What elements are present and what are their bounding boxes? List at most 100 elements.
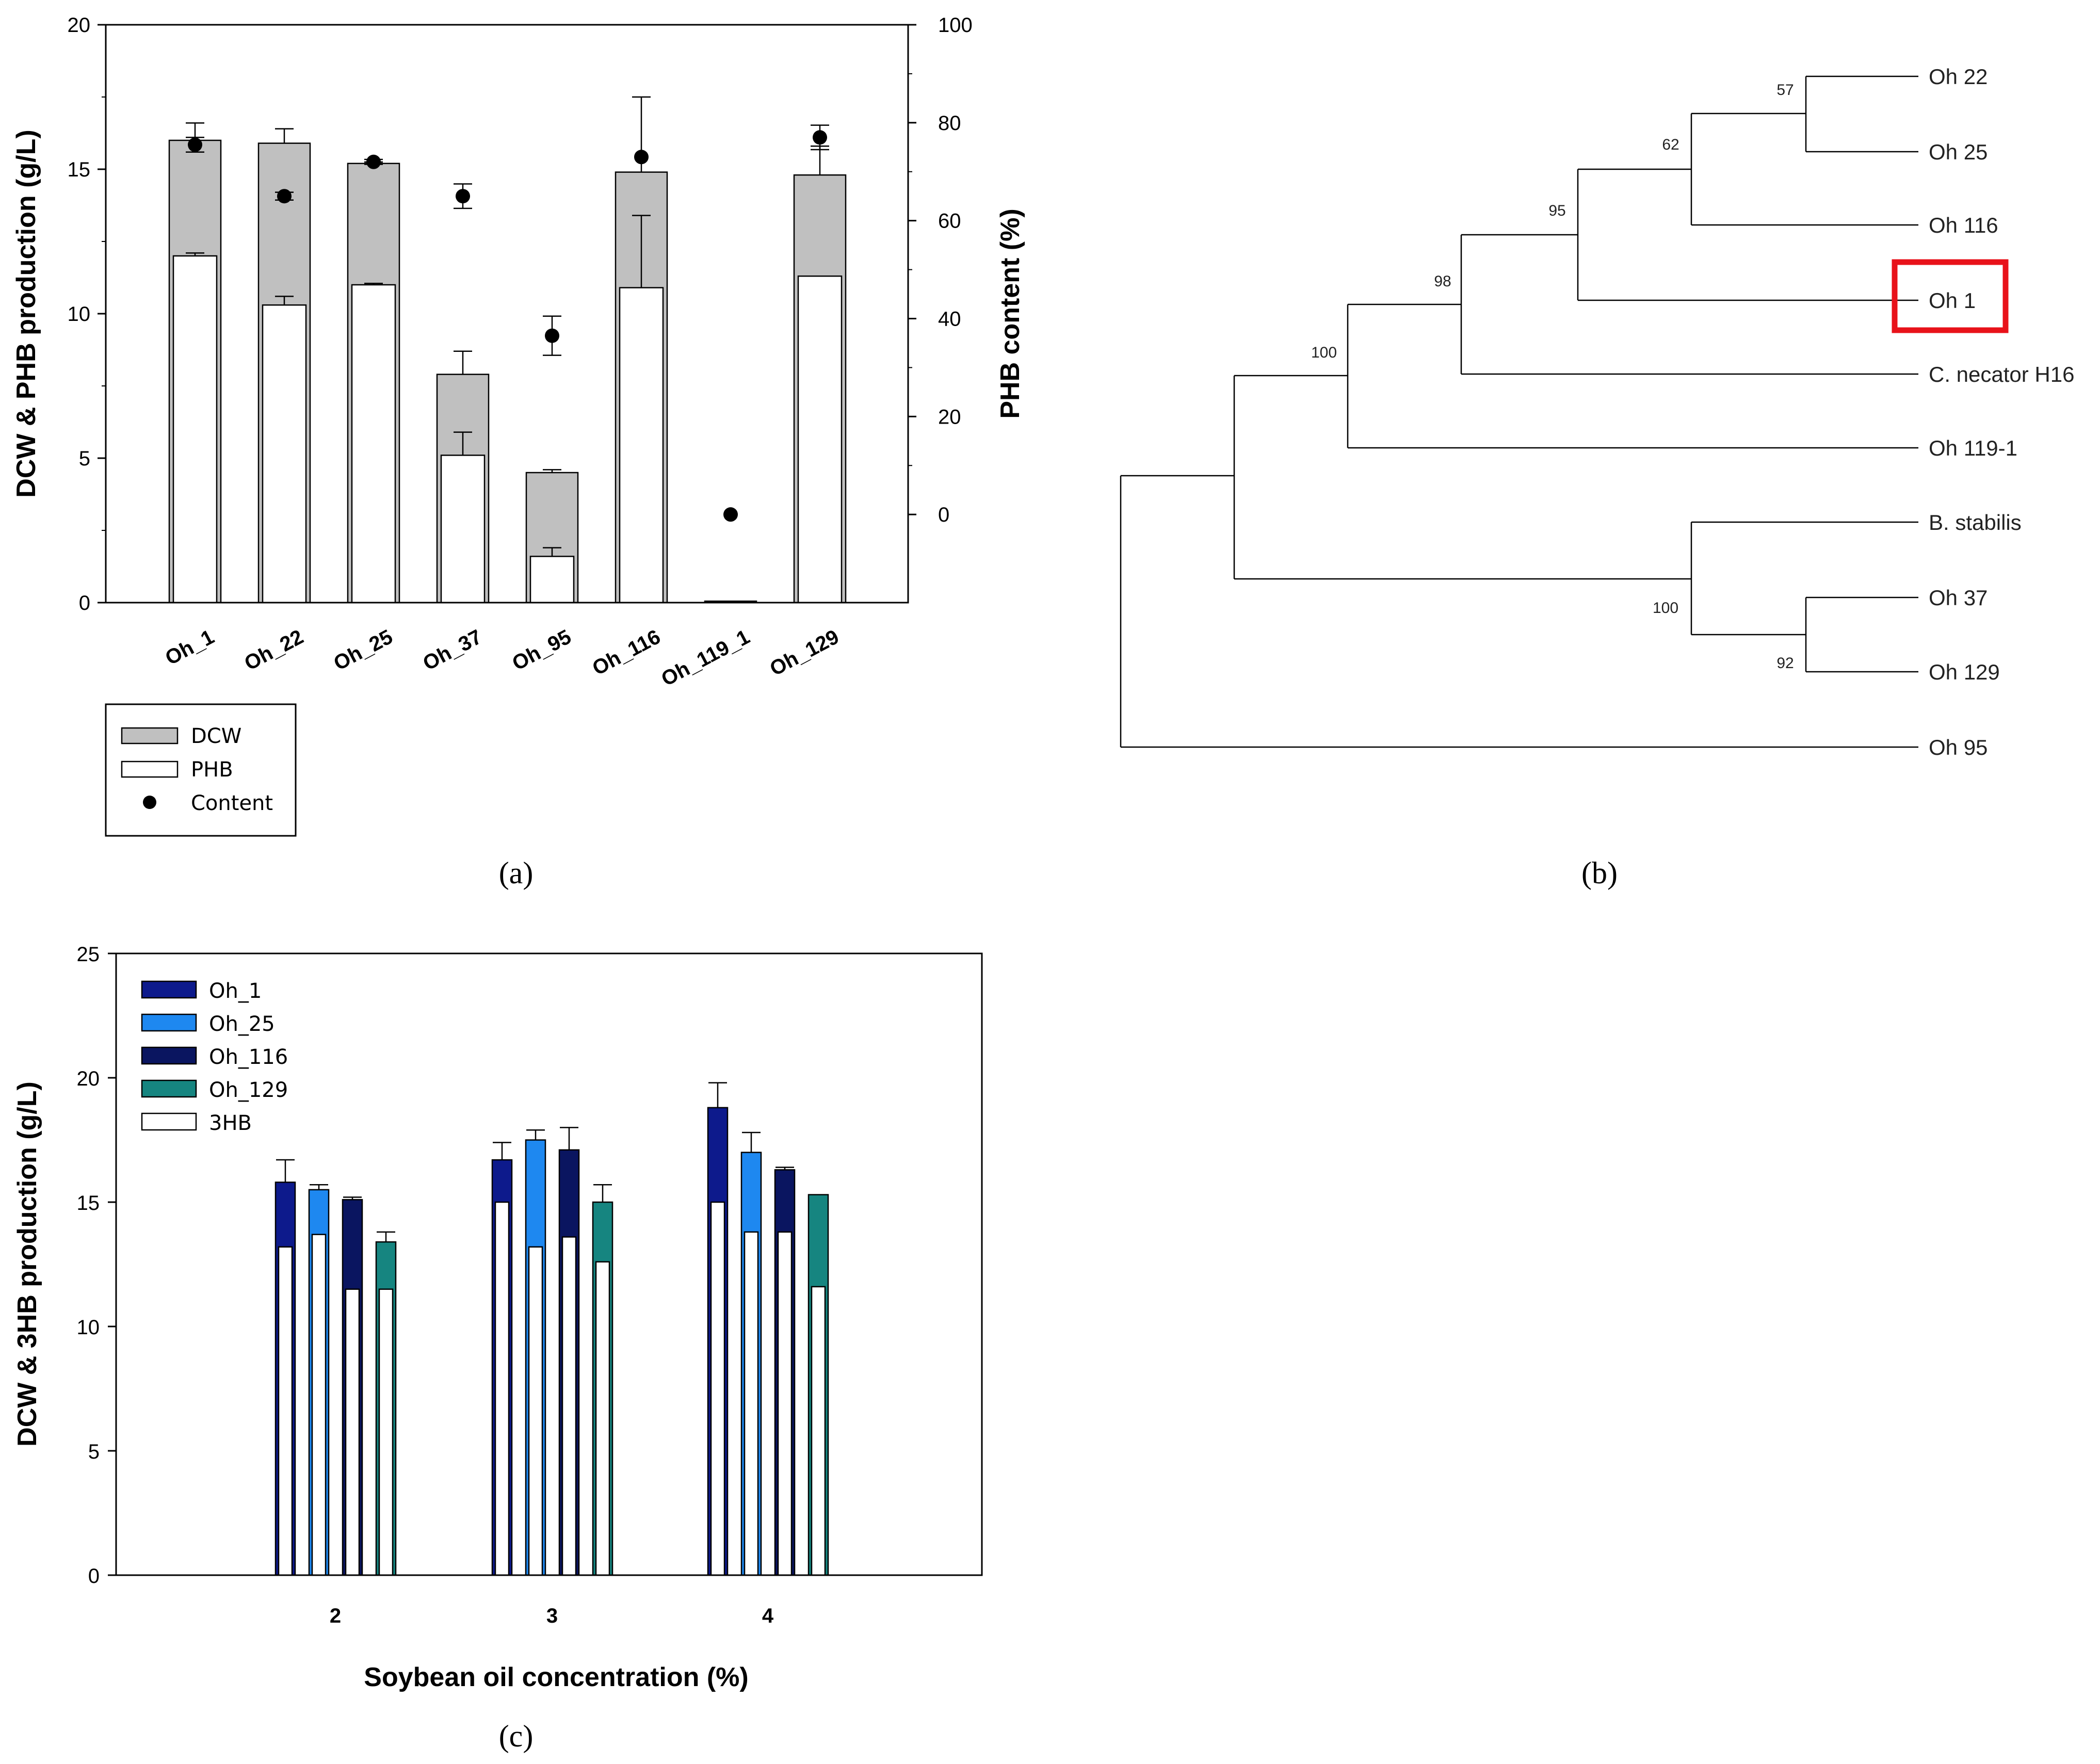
branch-bstabilis — [1690, 521, 1918, 636]
x-tick-label-Oh_129: Oh_129 — [766, 625, 843, 681]
left-tick-label-10: 10 — [68, 303, 91, 326]
c-left-tick-label-20: 20 — [77, 1067, 100, 1090]
x-tick-label-Oh_116: Oh_116 — [589, 625, 664, 680]
caption-a: (a) — [499, 856, 534, 890]
3hb-bar-Oh_25-4 — [744, 1231, 759, 1576]
phb-error-Oh_37 — [454, 431, 472, 456]
c-left-tick-label-10: 10 — [77, 1316, 100, 1339]
legend-swatch-oh25 — [141, 1013, 197, 1032]
dcw-error-Oh_129 — [811, 145, 829, 175]
left-tick-label-0: 0 — [79, 592, 90, 614]
x-tick-label-Oh_1: Oh_1 — [161, 625, 218, 670]
panel-c-y-axis-label: DCW & 3HB production (g/L) — [12, 1081, 42, 1447]
tree-leaf-oh-129: Oh 129 — [1929, 660, 2000, 684]
tree-leaf-oh-37: Oh 37 — [1929, 586, 1988, 610]
3hb-bar-Oh_1-2 — [278, 1246, 293, 1576]
error-Oh_1-4 — [708, 1082, 727, 1108]
branch-oh119 — [1347, 303, 1918, 449]
legend-label-content: Content — [191, 791, 273, 815]
content-point-Oh_129 — [813, 130, 827, 145]
error-Oh_1-2 — [276, 1159, 295, 1183]
panel-c-plot-frame — [115, 952, 983, 1576]
branch-oh22-oh25 — [1805, 75, 1918, 153]
right-tick-label-0: 0 — [938, 504, 949, 526]
tree-leaf-oh-116: Oh 116 — [1929, 213, 1998, 237]
phb-bar-Oh_129 — [797, 275, 843, 604]
left-tick-label-15: 15 — [68, 158, 91, 181]
bootstrap-100-b: 100 — [1653, 600, 1678, 617]
dcw-error-Oh_95 — [543, 469, 561, 473]
phb-bar-Oh_25 — [351, 284, 396, 604]
legend-swatch-dcw — [121, 727, 179, 745]
right-tick-label-20: 20 — [938, 406, 961, 428]
panel-a-right-y-axis-label: PHB content (%) — [995, 208, 1025, 418]
legend-label-oh25: Oh_25 — [209, 1012, 275, 1036]
legend-label-phb: PHB — [191, 758, 233, 782]
3hb-bar-Oh_25-2 — [311, 1234, 327, 1576]
phb-error-Oh_116 — [632, 215, 651, 288]
c-left-tick-label-15: 15 — [77, 1192, 100, 1215]
error-Oh_25-2 — [310, 1184, 328, 1190]
phb-bar-Oh_22 — [262, 304, 307, 604]
3hb-bar-Oh_1-3 — [494, 1201, 510, 1576]
c-left-tick-label-0: 0 — [88, 1565, 100, 1588]
legend-label-oh1: Oh_1 — [209, 979, 262, 1003]
legend-swatch-oh129 — [141, 1079, 197, 1098]
right-tick-label-40: 40 — [938, 308, 961, 330]
x-tick-label-Oh_95: Oh_95 — [509, 625, 575, 675]
3hb-bar-Oh_25-3 — [528, 1246, 543, 1576]
content-point-Oh_95 — [545, 328, 559, 343]
tree-leaf-b-stabilis: B. stabilis — [1929, 510, 2022, 535]
bootstrap-92: 92 — [1776, 655, 1794, 672]
phb-bar-Oh_95 — [529, 556, 575, 604]
tree-leaf-oh-25: Oh 25 — [1929, 140, 1988, 164]
x-tick-label-Oh_22: Oh_22 — [241, 625, 308, 675]
legend-label-dcw: DCW — [191, 724, 241, 748]
x-tick-label-3: 3 — [546, 1605, 558, 1627]
c-left-tick-label-5: 5 — [88, 1441, 100, 1463]
error-Oh_25-3 — [526, 1129, 545, 1140]
phb-bar-Oh_1 — [172, 255, 218, 604]
error-Oh_25-4 — [742, 1131, 761, 1153]
bootstrap-100-a: 100 — [1311, 344, 1337, 361]
x-tick-label-4: 4 — [762, 1605, 774, 1627]
c-left-tick-label-25: 25 — [77, 943, 100, 966]
legend-swatch-3hb — [141, 1112, 197, 1131]
tree-leaf-c-necator-h16: C. necator H16 — [1929, 362, 2074, 386]
x-tick-label-2: 2 — [330, 1605, 341, 1627]
branch-oh116 — [1690, 112, 1918, 226]
error-Oh_129-3 — [593, 1184, 612, 1202]
error-Oh_116-4 — [776, 1167, 794, 1170]
content-point-Oh_1 — [188, 137, 202, 152]
bootstrap-57: 57 — [1776, 82, 1794, 99]
bootstrap-62: 62 — [1662, 136, 1679, 153]
3hb-bar-Oh_116-3 — [561, 1236, 577, 1576]
branch-cnecator — [1460, 234, 1918, 375]
tree-leaf-oh-119-1: Oh 119-1 — [1929, 436, 2017, 460]
panel-a-legend: DCW PHB Content — [105, 703, 297, 837]
legend-swatch-phb — [121, 760, 179, 778]
branch-oh37-oh129 — [1805, 596, 1918, 673]
3hb-bar-Oh_129-4 — [811, 1286, 826, 1576]
3hb-bar-Oh_116-4 — [777, 1231, 793, 1576]
phb-error-Oh_22 — [275, 296, 294, 305]
phb-error-Oh_1 — [186, 252, 204, 256]
bootstrap-95: 95 — [1548, 202, 1565, 219]
3hb-bar-Oh_1-4 — [710, 1201, 725, 1576]
3hb-bar-Oh_116-2 — [345, 1288, 360, 1576]
error-Oh_129-2 — [377, 1231, 395, 1242]
legend-swatch-oh116 — [141, 1046, 197, 1065]
panel-b-tree: Oh 22 Oh 25 Oh 116 Oh 1 C. necator H16 Oh 119… — [1120, 64, 2074, 890]
x-tick-label-Oh_119_1: Oh_119_1 — [658, 625, 754, 691]
bootstrap-98: 98 — [1434, 273, 1451, 290]
content-point-Oh_25 — [366, 154, 381, 169]
dcw-error-Oh_37 — [454, 350, 472, 375]
error-Oh_116-2 — [343, 1196, 362, 1200]
panel-a-plot-frame — [105, 24, 909, 604]
content-point-Oh_22 — [277, 189, 292, 204]
3hb-bar-Oh_129-3 — [595, 1261, 610, 1576]
content-point-Oh_37 — [456, 189, 470, 204]
content-point-Oh_119_1 — [723, 507, 738, 522]
